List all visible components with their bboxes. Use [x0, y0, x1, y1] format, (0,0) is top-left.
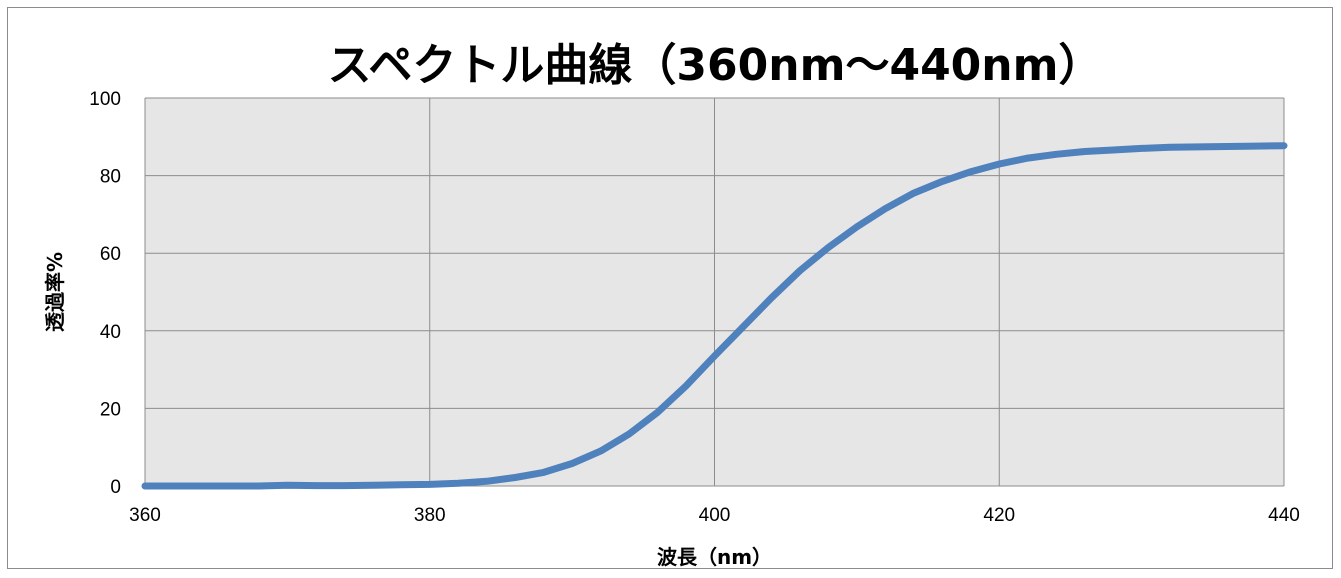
- x-tick-label: 400: [699, 505, 731, 526]
- x-axis-title: 波長（nm）: [657, 545, 772, 569]
- y-axis-title: 透過率%: [43, 252, 67, 332]
- x-tick-label: 360: [129, 505, 161, 526]
- y-tick-label: 80: [100, 167, 121, 188]
- x-tick-label: 440: [1268, 505, 1300, 526]
- y-tick-label: 20: [100, 399, 121, 420]
- y-tick-label: 0: [110, 477, 121, 498]
- series-line: [141, 142, 1288, 490]
- grid-layer: [144, 97, 1285, 487]
- y-tick-label: 40: [100, 322, 121, 343]
- y-tick-label: 100: [89, 89, 121, 110]
- tick-layer: 0 20 40 60 80 100 360 380 400 420 440: [89, 89, 1300, 526]
- x-tick-label: 420: [983, 505, 1015, 526]
- x-tick-label: 380: [414, 505, 446, 526]
- y-tick-label: 60: [100, 244, 121, 265]
- chart-title: スペクトル曲線（360nm～440nm）: [327, 40, 1103, 91]
